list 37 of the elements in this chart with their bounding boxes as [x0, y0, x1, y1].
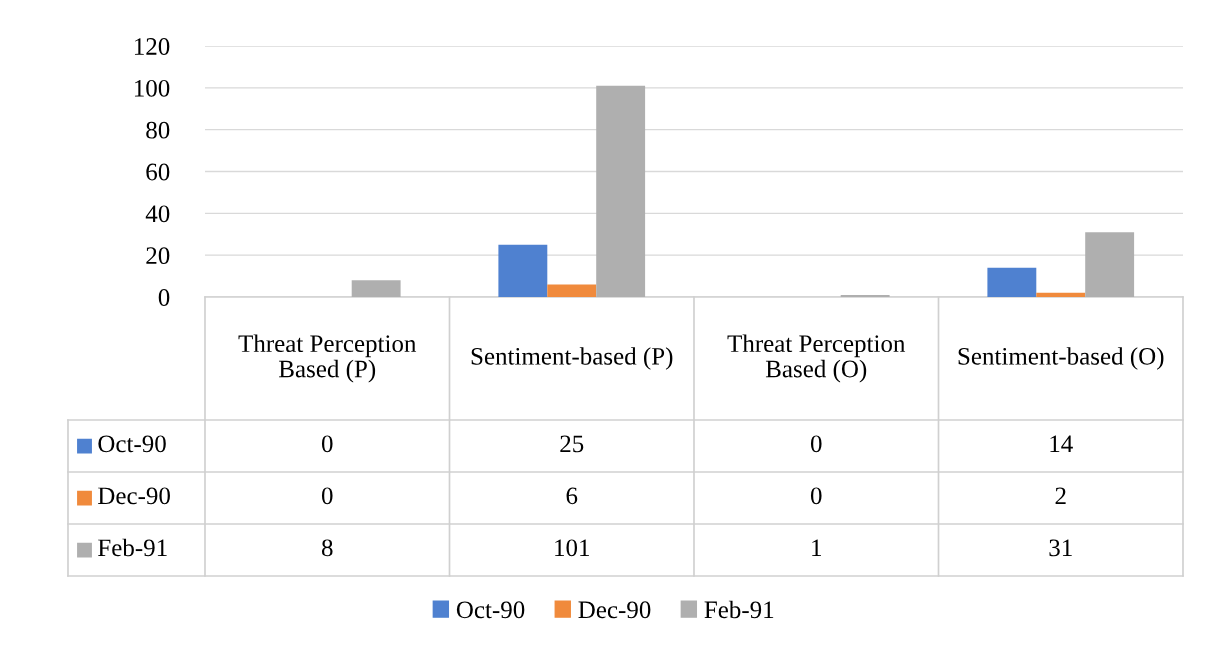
- data-label: 0: [321, 435, 333, 453]
- data-label: 2: [1055, 487, 1066, 505]
- data-label: 31: [1049, 539, 1072, 557]
- data-label: 0: [810, 487, 822, 505]
- bar: [596, 85, 646, 297]
- bar: [840, 294, 890, 297]
- data-label: 6: [566, 487, 578, 505]
- bar: [1036, 292, 1086, 297]
- data-label: 0: [321, 487, 333, 505]
- y-tick-label: 20: [146, 247, 170, 265]
- text: Feb-91: [98, 538, 167, 557]
- y-tick-label: 100: [134, 79, 170, 97]
- data-label: 101: [555, 539, 589, 557]
- bar: [1085, 232, 1135, 297]
- data-label: 0: [810, 435, 822, 453]
- y-tick-label: 120: [134, 38, 170, 55]
- y-tick-label: 40: [145, 205, 170, 223]
- data-label: 14: [1050, 435, 1073, 453]
- y-tick-label: 80: [146, 121, 170, 139]
- x-tick-label: Threat Perception Based (P): [238, 334, 417, 383]
- bar: [987, 267, 1037, 297]
- x-tick-label: Sentiment-based (O): [958, 347, 1164, 370]
- legend-label: Dec-90: [578, 601, 651, 619]
- text: Dec-90: [98, 487, 170, 505]
- bar: [547, 284, 597, 297]
- x-tick-label: Sentiment-based (P): [471, 347, 673, 370]
- bar: [351, 280, 401, 297]
- text: Oct-90: [98, 435, 166, 453]
- bar: [498, 244, 548, 297]
- data-label: 1: [812, 539, 821, 557]
- data-label: 8: [321, 539, 333, 557]
- legend-label: Feb-91: [704, 600, 774, 619]
- y-tick-label: 60: [146, 163, 170, 181]
- y-tick-label: 0: [158, 289, 170, 306]
- legend-label: Oct-90: [456, 601, 525, 619]
- x-tick-label: Threat Perception Based (O): [727, 334, 906, 383]
- data-label: 25: [560, 435, 584, 453]
